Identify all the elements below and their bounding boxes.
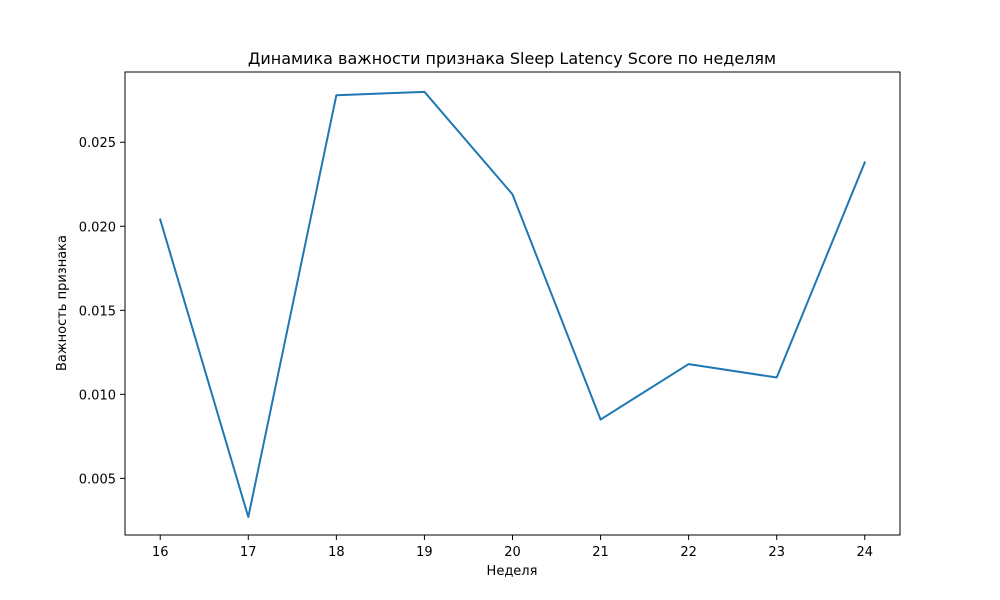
y-axis-title: Важность признака [55,235,70,371]
series-line-0 [158,90,867,519]
y-tick-label: 0.025 [79,136,116,151]
x-tick-label: 17 [240,545,257,560]
plot-area [158,90,867,519]
x-tick-label: 18 [328,545,345,560]
y-axis: 0.005 0.010 0.015 0.020 0.025 [79,136,125,487]
x-tick-label: 24 [856,545,873,560]
x-tick-label: 20 [504,545,521,560]
chart-title: Динамика важности признака Sleep Latency… [248,49,776,68]
x-tick-label: 16 [152,545,169,560]
x-tick-label: 22 [680,545,697,560]
axes-frame [124,71,901,536]
x-tick-label: 21 [592,545,609,560]
y-tick-label: 0.010 [79,388,116,403]
y-tick-label: 0.005 [79,472,116,487]
x-axis: 16 17 18 19 20 21 22 23 24 [152,535,873,560]
x-tick-label: 23 [768,545,785,560]
y-tick-label: 0.020 [79,220,116,235]
x-tick-label: 19 [416,545,433,560]
y-tick-label: 0.015 [79,304,116,319]
x-axis-title: Неделя [487,564,538,579]
